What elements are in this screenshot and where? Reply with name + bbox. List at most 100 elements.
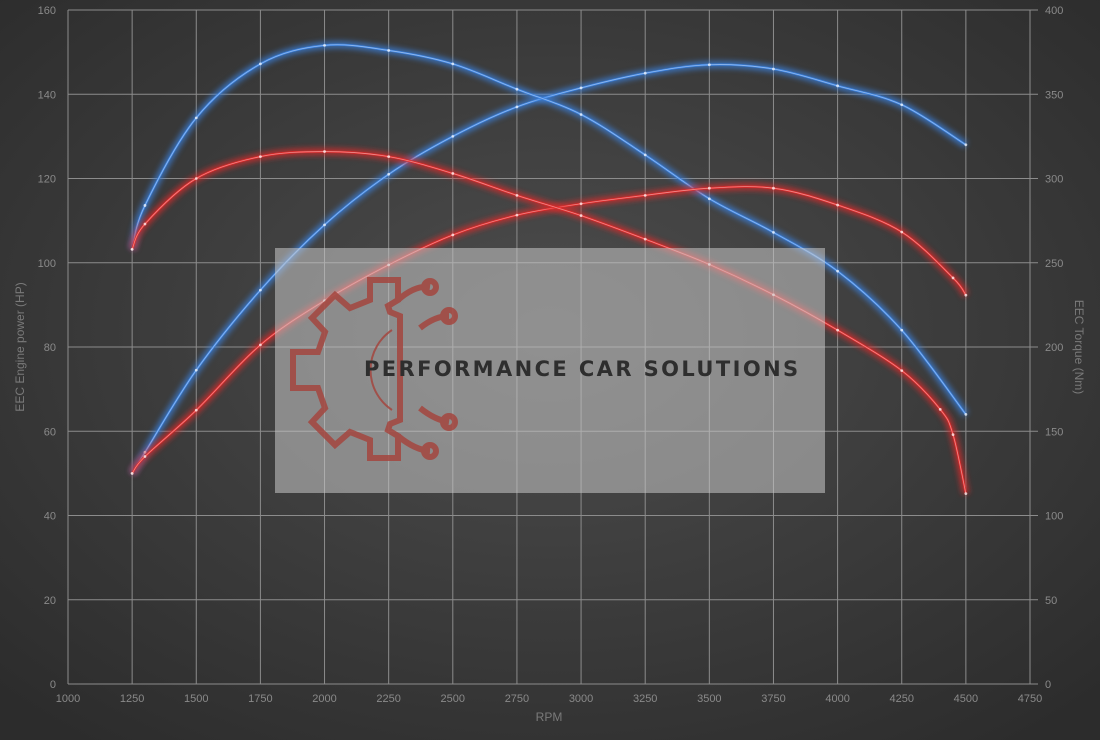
data-point [323, 150, 326, 153]
x-tick-label: 1000 [56, 693, 80, 705]
data-point [579, 202, 583, 206]
y2-tick-label: 250 [1045, 258, 1063, 270]
y-tick-label: 140 [38, 89, 56, 101]
watermark-text: PERFORMANCE CAR SOLUTIONS [364, 357, 801, 381]
y-tick-label: 40 [44, 511, 56, 523]
series-layer [128, 41, 970, 495]
data-point [900, 103, 904, 107]
series-highlight [131, 64, 967, 474]
data-point [194, 368, 198, 372]
y-tick-label: 100 [38, 258, 56, 270]
series-line [131, 185, 967, 475]
x-tick-label: 1750 [248, 693, 272, 705]
x-tick-label: 4250 [889, 693, 913, 705]
data-point [900, 328, 904, 332]
data-point [836, 269, 839, 273]
y-tick-label: 80 [44, 342, 56, 354]
y2-tick-label: 0 [1045, 679, 1051, 691]
data-point [130, 247, 134, 251]
power-series-0 [129, 61, 968, 476]
x-tick-label: 3000 [569, 693, 593, 705]
watermark: PERFORMANCE CAR SOLUTIONS [275, 248, 825, 493]
data-point [964, 143, 968, 147]
data-point [451, 134, 455, 138]
x-tick-label: 2000 [312, 693, 336, 705]
data-point [964, 492, 968, 495]
y2-tick-label: 300 [1045, 174, 1063, 186]
x-tick-label: 3750 [761, 693, 785, 705]
y-tick-label: 0 [50, 679, 56, 691]
gear-logo-icon [290, 277, 458, 461]
data-point [836, 328, 839, 332]
data-point [194, 177, 198, 180]
data-point [836, 84, 839, 88]
x-tick-label: 3500 [697, 693, 721, 705]
data-point [900, 230, 904, 234]
data-point [451, 172, 455, 175]
y2-tick-label: 150 [1045, 426, 1063, 438]
data-point [836, 203, 839, 207]
data-point [130, 471, 134, 475]
data-point [515, 105, 519, 109]
y-tick-label: 160 [38, 5, 56, 17]
data-point [900, 369, 904, 372]
y2-tick-label: 350 [1045, 89, 1063, 101]
data-point [643, 237, 647, 241]
data-point [643, 71, 647, 75]
data-point [643, 153, 647, 157]
data-point [951, 276, 955, 280]
series-highlight [131, 186, 967, 474]
data-point [451, 233, 455, 237]
data-point [951, 433, 955, 437]
y2-tick-label: 50 [1045, 595, 1057, 607]
data-point [938, 407, 942, 411]
data-point [579, 86, 583, 90]
torque-series-1 [128, 41, 969, 417]
data-point [964, 413, 968, 416]
data-point [515, 213, 519, 217]
y2-tick-label: 400 [1045, 5, 1063, 17]
data-point [964, 293, 968, 297]
data-point [451, 62, 455, 66]
x-tick-label: 2500 [441, 693, 465, 705]
x-axis-title: RPM [536, 710, 563, 724]
data-point [259, 155, 262, 158]
data-point [387, 155, 391, 158]
data-point [707, 186, 711, 190]
y-tick-label: 20 [44, 595, 56, 607]
x-tick-label: 2750 [505, 693, 529, 705]
data-point [387, 49, 391, 52]
data-point [323, 43, 326, 47]
data-point [579, 113, 583, 116]
y2-tick-label: 200 [1045, 342, 1063, 354]
data-point [579, 214, 583, 217]
data-point [194, 116, 198, 120]
y-tick-label: 60 [44, 426, 56, 438]
x-tick-label: 4750 [1018, 693, 1042, 705]
data-point [143, 222, 147, 226]
x-tick-label: 4500 [954, 693, 978, 705]
data-point [772, 231, 775, 234]
data-point [772, 67, 775, 71]
data-point [707, 197, 711, 201]
series-line [131, 63, 967, 474]
y-axis-title: EEC Engine power (HP) [13, 282, 27, 411]
y2-axis-title: EEC Torque (Nm) [1072, 300, 1086, 394]
data-point [259, 343, 262, 347]
data-point [259, 62, 262, 66]
x-tick-label: 1250 [120, 693, 144, 705]
data-point [643, 193, 647, 197]
y-tick-label: 120 [38, 174, 56, 186]
tick-labels: 1000 1250 1500 1750 2000 2250 2500 2750 3000 3250… [38, 5, 1064, 705]
data-point [387, 172, 391, 176]
data-point [194, 408, 198, 412]
x-tick-label: 2250 [376, 693, 400, 705]
x-tick-label: 4000 [825, 693, 849, 705]
data-point [515, 87, 519, 91]
data-point [707, 63, 711, 67]
data-point [515, 193, 519, 197]
data-point [259, 288, 262, 292]
watermark-panel [275, 248, 825, 493]
data-point [772, 186, 775, 190]
data-point [143, 204, 147, 207]
